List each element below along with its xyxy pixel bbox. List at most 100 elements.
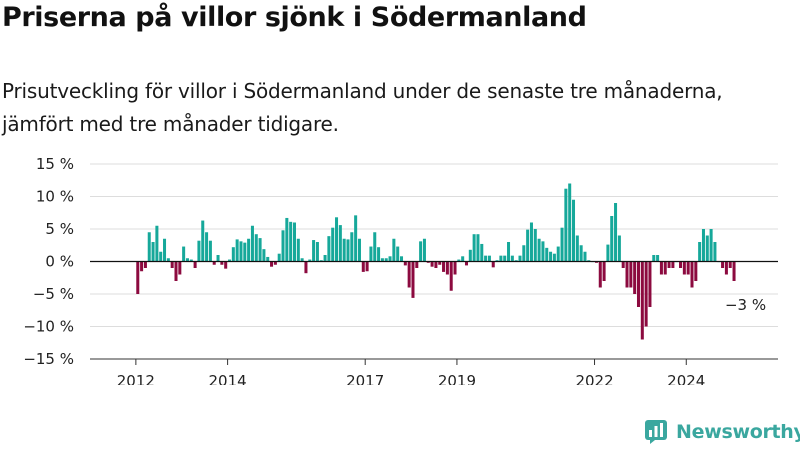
bar [247,238,251,262]
bar [354,215,358,262]
bar [350,232,354,262]
bar [694,261,698,281]
bar [503,255,507,262]
bar [159,251,163,262]
bar [572,199,576,262]
x-tick-label: 2022 [575,372,613,385]
bar [292,222,296,262]
bar [499,255,503,262]
bar [220,261,224,265]
bar [270,261,274,267]
bar [373,232,377,262]
bar [235,239,239,262]
bar [579,245,583,262]
bar [361,261,365,272]
bar [484,255,488,262]
bar [369,246,373,262]
bar [136,261,140,294]
bar [193,261,197,268]
y-tick-label: 5 % [45,220,74,238]
bar [491,261,495,268]
bar [606,244,610,262]
bar [331,227,335,262]
bar [514,260,518,262]
bar-chart: 15 %10 %5 %0 %−5 %−10 %−15 % 2012 2014 201… [23,155,778,385]
bar [250,225,254,262]
bar [323,255,327,262]
bar [682,261,686,275]
x-tick-label: 2017 [346,372,384,385]
bar [633,261,637,294]
bar [679,261,683,268]
x-tick-label: 2019 [438,372,476,385]
y-tick-label: 15 % [36,155,74,173]
bar [564,188,568,262]
bar [312,240,316,262]
bar [461,256,465,262]
bar [155,225,159,262]
bar [151,242,155,262]
bar [629,261,633,288]
bar [346,239,350,262]
bar [388,256,392,262]
bar [243,242,247,262]
bar [602,261,606,281]
bar [476,234,480,262]
x-tick-label: 2012 [117,372,155,385]
bar [686,261,690,275]
bar [208,240,212,262]
bar [273,261,277,265]
bar [690,261,694,288]
bar [713,242,717,262]
bar [709,229,713,262]
bar [625,261,629,288]
newsworthy-logo[interactable]: Newsworthy [644,419,800,445]
bar [537,238,541,262]
bar [598,261,602,288]
bar [174,261,178,281]
bar [338,225,342,262]
bar [201,220,205,262]
bar [178,261,182,275]
bar [652,255,656,262]
bar [480,243,484,262]
bar [224,261,228,269]
bar [182,246,186,262]
bar [377,247,381,262]
bar [449,261,453,291]
bar [648,261,652,307]
bar [705,235,709,262]
bar [522,245,526,262]
bar [552,253,556,262]
bar [640,261,644,340]
bar [140,261,144,272]
bar [575,235,579,262]
chart-subtitle: Prisutveckling för villor i Södermanland… [2,79,723,136]
bar [289,221,293,262]
bar [728,261,732,268]
bar [510,255,514,262]
bar [403,261,407,266]
bar [231,247,235,262]
bars [136,183,736,340]
x-tick-label: 2014 [209,372,247,385]
bar [507,242,511,262]
bar [724,261,728,275]
bar [396,246,400,262]
bar [205,232,209,262]
bar [392,238,396,262]
bar [701,229,705,262]
bar [426,261,430,263]
bar [411,261,415,298]
bar [594,261,598,263]
y-tick-label: −5 % [33,285,74,303]
bar [587,260,591,262]
bar [400,256,404,262]
bar [434,261,438,268]
bar [407,261,411,288]
bar [549,251,553,262]
bar [342,238,346,262]
bar [518,255,522,262]
y-tick-label: −10 % [23,318,74,336]
bar [277,253,281,262]
